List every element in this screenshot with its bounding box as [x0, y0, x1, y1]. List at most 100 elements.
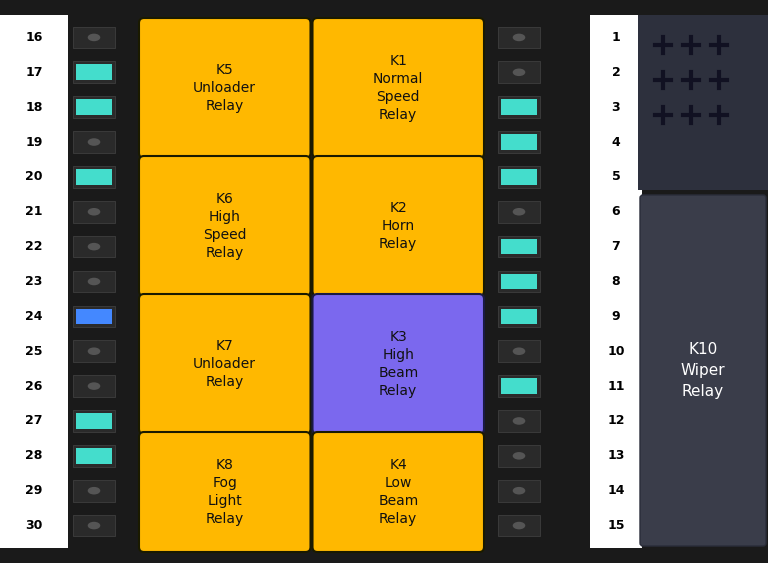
Ellipse shape [513, 208, 525, 216]
Bar [73, 376, 115, 397]
Bar [501, 239, 537, 254]
Text: K6
High
Speed
Relay: K6 High Speed Relay [203, 192, 247, 260]
Text: 29: 29 [25, 484, 43, 497]
FancyBboxPatch shape [313, 18, 484, 158]
Bar [498, 61, 540, 83]
Text: 26: 26 [25, 379, 43, 392]
Bar [73, 480, 115, 502]
Ellipse shape [88, 522, 101, 529]
Text: 4: 4 [611, 136, 621, 149]
Bar [498, 201, 540, 222]
Bar [73, 410, 115, 432]
Text: 20: 20 [25, 171, 43, 184]
Text: K8
Fog
Light
Relay: K8 Fog Light Relay [206, 458, 244, 526]
Text: 2: 2 [611, 66, 621, 79]
Bar [73, 61, 115, 83]
Text: 24: 24 [25, 310, 43, 323]
FancyBboxPatch shape [139, 432, 310, 552]
Ellipse shape [513, 34, 525, 41]
Text: 13: 13 [607, 449, 624, 462]
Bar [73, 131, 115, 153]
Text: 19: 19 [25, 136, 43, 149]
Text: 9: 9 [611, 310, 621, 323]
Bar [498, 236, 540, 257]
Text: 11: 11 [607, 379, 624, 392]
Ellipse shape [88, 487, 101, 494]
Text: K4
Low
Beam
Relay: K4 Low Beam Relay [378, 458, 419, 526]
Bar [501, 99, 537, 115]
Ellipse shape [88, 34, 101, 41]
Bar [73, 515, 115, 537]
Text: 25: 25 [25, 345, 43, 358]
Ellipse shape [88, 138, 101, 146]
Bar [73, 201, 115, 222]
FancyBboxPatch shape [313, 432, 484, 552]
Text: K7
Unloader
Relay: K7 Unloader Relay [194, 339, 257, 389]
Ellipse shape [513, 522, 525, 529]
Text: 18: 18 [25, 101, 43, 114]
Bar [73, 236, 115, 257]
Ellipse shape [513, 487, 525, 494]
Bar [73, 445, 115, 467]
FancyBboxPatch shape [139, 294, 310, 434]
Bar [498, 96, 540, 118]
FancyBboxPatch shape [139, 156, 310, 296]
Text: 12: 12 [607, 414, 624, 427]
Text: 17: 17 [25, 66, 43, 79]
FancyBboxPatch shape [313, 156, 484, 296]
Bar [73, 306, 115, 327]
Text: 30: 30 [25, 519, 43, 532]
Bar [498, 480, 540, 502]
Text: 6: 6 [611, 205, 621, 218]
Text: 5: 5 [611, 171, 621, 184]
Text: 23: 23 [25, 275, 43, 288]
Bar [590, 15, 642, 548]
Text: 22: 22 [25, 240, 43, 253]
Bar [0, 15, 68, 548]
Bar [501, 134, 537, 150]
Bar [498, 410, 540, 432]
Bar [73, 271, 115, 292]
Bar [498, 271, 540, 292]
Bar [638, 15, 768, 190]
Bar [73, 341, 115, 362]
Bar [73, 26, 115, 48]
Text: K10
Wiper
Relay: K10 Wiper Relay [680, 342, 725, 399]
Bar [501, 378, 537, 394]
Text: 3: 3 [611, 101, 621, 114]
Bar [501, 309, 537, 324]
Text: 14: 14 [607, 484, 624, 497]
Text: 28: 28 [25, 449, 43, 462]
FancyBboxPatch shape [640, 195, 766, 546]
Text: 1: 1 [611, 31, 621, 44]
Bar [498, 376, 540, 397]
Text: 8: 8 [611, 275, 621, 288]
Bar [73, 166, 115, 187]
Text: 21: 21 [25, 205, 43, 218]
Text: 10: 10 [607, 345, 624, 358]
Bar [498, 306, 540, 327]
Text: 16: 16 [25, 31, 43, 44]
Text: K1
Normal
Speed
Relay: K1 Normal Speed Relay [373, 54, 423, 122]
FancyBboxPatch shape [313, 294, 484, 434]
Text: K5
Unloader
Relay: K5 Unloader Relay [194, 63, 257, 113]
Bar [76, 99, 112, 115]
Bar [498, 26, 540, 48]
Ellipse shape [88, 208, 101, 216]
Ellipse shape [513, 69, 525, 76]
Bar [498, 131, 540, 153]
Ellipse shape [88, 243, 101, 251]
Bar [501, 274, 537, 289]
FancyBboxPatch shape [139, 18, 310, 158]
Bar [501, 169, 537, 185]
Bar [498, 445, 540, 467]
Text: 7: 7 [611, 240, 621, 253]
Ellipse shape [88, 382, 101, 390]
Text: K3
High
Beam
Relay: K3 High Beam Relay [378, 330, 419, 398]
Ellipse shape [88, 347, 101, 355]
Bar [76, 309, 112, 324]
Bar [76, 169, 112, 185]
Bar [68, 15, 642, 548]
Bar [498, 341, 540, 362]
Bar [73, 96, 115, 118]
